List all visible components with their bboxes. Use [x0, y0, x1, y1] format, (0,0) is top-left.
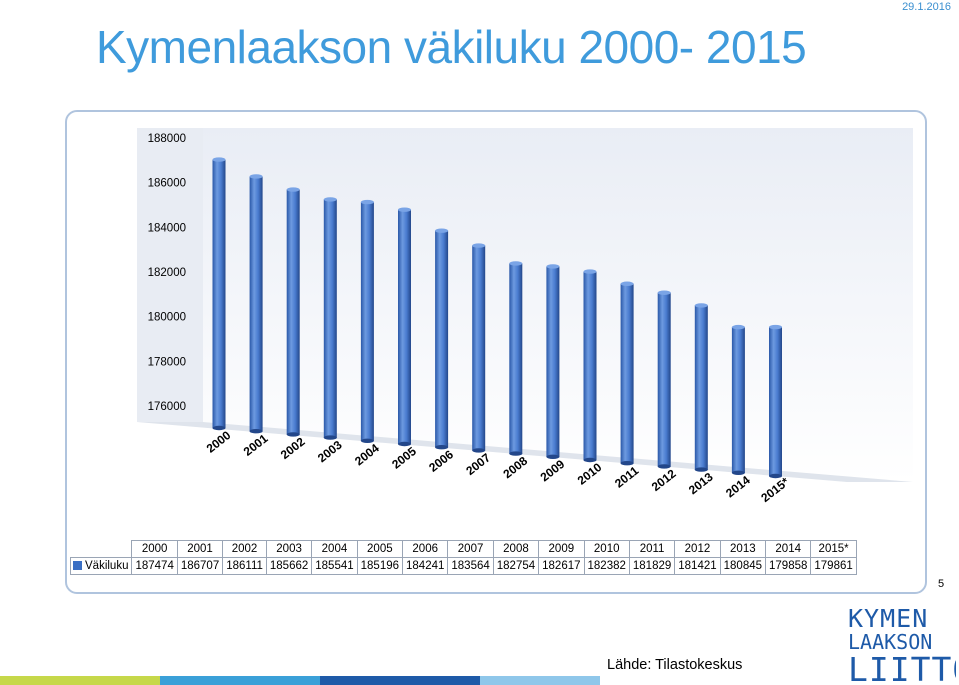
y-tick-label: 184000: [148, 222, 186, 234]
bar: [212, 157, 226, 431]
data-table: 2000 2001 2002 2003 2004 2005 2006 2007 2008 2009…: [69, 540, 857, 575]
source-note: Lähde: Tilastokeskus: [607, 657, 743, 673]
table-value-cell: 185662: [265, 557, 313, 575]
table-header-cell: 2011: [628, 540, 676, 558]
bar: [286, 187, 300, 437]
bar: [769, 324, 782, 479]
slide-title: Kymenlaakson väkiluku 2000- 2015: [96, 21, 807, 73]
y-tick-label: 176000: [148, 401, 186, 413]
logo-line-1: KYMEN: [848, 604, 928, 633]
bar-chart: 188000 186000 184000 182000 180000 178000 1760…: [137, 128, 913, 505]
bar: [509, 261, 523, 456]
table-value-cell: 187474: [131, 557, 178, 575]
table-header-cell: 2014: [765, 540, 812, 558]
slide-date: 29.1.2016: [902, 1, 951, 13]
bar: [694, 303, 708, 472]
bar: [435, 228, 449, 450]
bar: [731, 324, 745, 475]
table-header-cell: 2013: [719, 540, 767, 558]
bar: [398, 207, 411, 447]
x-tick-label: 2007: [463, 450, 493, 478]
bar: [323, 197, 337, 440]
x-tick-label: 2009: [538, 457, 568, 485]
series-legend-cell: Väkiluku: [69, 557, 133, 575]
table-header-cell: 2012: [674, 540, 721, 558]
table-header-cell: 2007: [447, 540, 494, 558]
x-tick-label: 2013: [686, 470, 716, 498]
table-header-cell: 2008: [492, 540, 540, 558]
page-number: 5: [938, 578, 945, 590]
table-value-cell: 183564: [447, 557, 494, 575]
legend-swatch: [73, 561, 82, 571]
chart-frame: 188000 186000 184000 182000 180000 178000 1760…: [65, 110, 927, 594]
table-value-cell: 179861: [810, 557, 857, 575]
y-tick-label: 188000: [148, 133, 186, 145]
bar: [657, 290, 671, 469]
bar: [620, 281, 634, 466]
table-header-cell: 2004: [311, 540, 358, 558]
x-tick-label: 2014: [723, 473, 753, 501]
x-tick-label: 2002: [278, 434, 308, 462]
bottom-color-bar: [0, 676, 959, 685]
table-header-cell: 2000: [131, 540, 178, 558]
logo-line-2: LAAKSON: [848, 630, 932, 654]
table-value-cell: 185196: [356, 557, 404, 575]
table-value-cell: 180845: [719, 557, 767, 575]
table-corner: [71, 541, 132, 558]
x-tick-label: 2011: [612, 463, 641, 490]
table-value-cell: 179858: [765, 557, 812, 575]
table-header-cell: 2001: [176, 540, 224, 558]
x-tick-label: 2010: [575, 460, 605, 488]
bottom-bar-segment: [0, 676, 160, 685]
bar: [583, 269, 597, 463]
table-value-cell: 184241: [402, 557, 449, 575]
x-tick-label: 2015*: [758, 474, 792, 505]
y-tick-label: 178000: [148, 356, 186, 368]
table-value-cell: 186111: [222, 557, 267, 575]
x-tick-label: 2001: [241, 431, 271, 459]
table-header-cell: 2002: [222, 540, 267, 558]
table-value-cell: 185541: [311, 557, 358, 575]
bottom-bar-segment: [160, 676, 320, 685]
table-value-cell: 181829: [628, 557, 676, 575]
bar: [546, 264, 560, 459]
table-header-row: 2000 2001 2002 2003 2004 2005 2006 2007 2008 2009…: [71, 540, 857, 558]
table-value-cell: 182754: [492, 557, 540, 575]
bar: [472, 243, 486, 453]
x-tick-label: 2005: [389, 444, 419, 472]
table-value-cell: 186707: [176, 557, 224, 575]
bar: [249, 174, 263, 434]
y-tick-label: 180000: [148, 312, 186, 324]
bottom-bar-segment: [320, 676, 480, 685]
x-tick-label: 2012: [649, 466, 679, 494]
x-tick-label: 2008: [501, 454, 531, 482]
x-tick-label: 2003: [315, 438, 345, 466]
chart-side-wall: [137, 128, 203, 422]
y-tick-label: 186000: [148, 178, 186, 190]
x-tick-label: 2004: [352, 441, 382, 469]
table-header-cell: 2006: [402, 540, 449, 558]
x-tick-label: 2006: [426, 447, 456, 475]
table-row: Väkiluku 187474 186707 186111 185662 185541 1…: [69, 557, 857, 575]
table-value-cell: 181421: [674, 557, 721, 575]
x-tick-label: 2000: [204, 428, 234, 456]
table-value-cell: 182617: [538, 557, 585, 575]
table-header-cell: 2005: [356, 540, 404, 558]
logo-line-3: LIITTO: [848, 650, 956, 683]
kymenlaakson-liitto-logo: KYMEN LAAKSON LIITTO: [848, 604, 956, 683]
bar: [360, 199, 374, 443]
bottom-bar-segment: [480, 676, 600, 685]
series-name: Väkiluku: [85, 560, 129, 572]
table-header-cell: 2010: [583, 540, 630, 558]
table-header-cell: 2009: [538, 540, 585, 558]
y-tick-label: 182000: [148, 267, 186, 279]
table-value-cell: 182382: [583, 557, 630, 575]
table-header-cell: 2003: [265, 540, 313, 558]
table-header-cell: 2015*: [810, 540, 857, 558]
